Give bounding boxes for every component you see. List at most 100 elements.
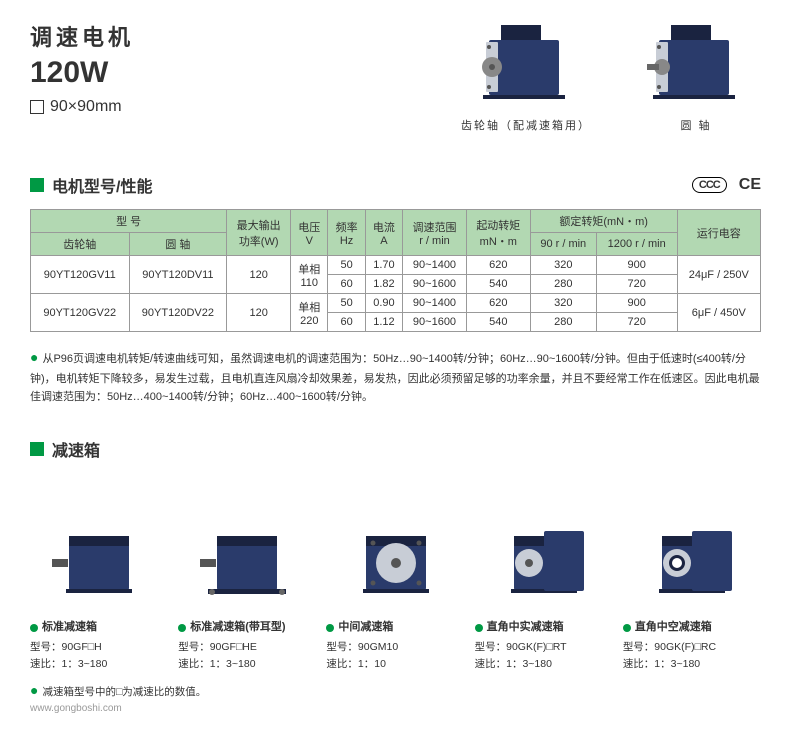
cell-start-torque: 540 [466, 313, 530, 332]
cell-rt1200: 720 [596, 313, 677, 332]
gearbox-icon [192, 511, 302, 611]
th-model: 型 号 [31, 210, 227, 233]
gearbox-item: 直角中实减速箱 型号：90GK(F)□RT 速比：1：3~180 [475, 511, 613, 672]
motor-caption-gear: 齿轮轴（配减速箱用） [461, 117, 591, 133]
gearbox-ratio: 速比：1：3~180 [30, 656, 168, 673]
gearbox-item: 标准减速箱 型号：90GF□H 速比：1：3~180 [30, 511, 168, 672]
th-gear-shaft: 齿轮轴 [31, 233, 130, 256]
gearbox-model: 型号：90GK(F)□RT [475, 639, 613, 656]
cell-range: 90~1600 [403, 313, 467, 332]
gearbox-name-row: 直角中空减速箱 [623, 619, 761, 637]
section-spec-title: 电机型号/性能 [52, 173, 692, 197]
cell-range: 90~1400 [403, 256, 467, 275]
dimension-row: 90×90mm [30, 98, 461, 116]
cell-rt90: 320 [530, 294, 596, 313]
gearbox-ratio: 速比：1：3~180 [475, 656, 613, 673]
cell-voltage: 单相 110 [291, 256, 328, 294]
gearbox-ratio: 速比：1：3~180 [178, 656, 316, 673]
page-title: 调速电机 [30, 20, 461, 52]
cell-rt90: 320 [530, 256, 596, 275]
cell-start-torque: 620 [466, 256, 530, 275]
gearbox-ratio: 速比：1：10 [326, 656, 464, 673]
cell-capacitor: 24μF / 250V [677, 256, 760, 294]
motor-image-gear: 齿轮轴（配减速箱用） [461, 20, 591, 133]
gearbox-name: 标准减速箱(带耳型) [190, 619, 285, 637]
gearbox-model: 型号：90GK(F)□RC [623, 639, 761, 656]
gearbox-icon [637, 511, 747, 611]
table-row: 90YT120GV1190YT120DV11120单相 110501.7090~… [31, 256, 761, 275]
th-freq: 频率 Hz [328, 210, 365, 256]
motor-image-round: 圆 轴 [631, 20, 761, 133]
dot-bullet-icon [475, 624, 483, 632]
gearbox-name-row: 直角中实减速箱 [475, 619, 613, 637]
motor-image-row: 齿轮轴（配减速箱用） 圆 轴 [461, 20, 761, 133]
cell-round-shaft: 90YT120DV11 [129, 256, 227, 294]
cell-gear-shaft: 90YT120GV11 [31, 256, 130, 294]
gearbox-item: 标准减速箱(带耳型) 型号：90GF□HE 速比：1：3~180 [178, 511, 316, 672]
footer-note-text: 减速箱型号中的□为减速比的数值。 [42, 686, 206, 698]
section-bullet-icon [30, 442, 44, 456]
ccc-icon: CCC [692, 177, 727, 193]
note-text: 从P96页调速电机转矩/转速曲线可知，虽然调速电机的调速范围为：50Hz…90~… [30, 353, 760, 403]
cell-freq: 60 [328, 313, 365, 332]
spec-table-body: 90YT120GV1190YT120DV11120单相 110501.7090~… [31, 256, 761, 332]
th-current: 电流 A [365, 210, 402, 256]
cell-freq: 50 [328, 294, 365, 313]
spec-note: ●从P96页调速电机转矩/转速曲线可知，虽然调速电机的调速范围为：50Hz…90… [30, 346, 761, 407]
gearbox-icon [341, 511, 451, 611]
dot-bullet-icon [178, 624, 186, 632]
th-capacitor: 运行电容 [677, 210, 760, 256]
table-row: 90YT120GV2290YT120DV22120单相 220500.9090~… [31, 294, 761, 313]
gearbox-name-row: 标准减速箱(带耳型) [178, 619, 316, 637]
gearbox-name: 直角中实减速箱 [487, 619, 564, 637]
cell-rt1200: 720 [596, 275, 677, 294]
cell-rt1200: 900 [596, 294, 677, 313]
cell-rt1200: 900 [596, 256, 677, 275]
cell-freq: 50 [328, 256, 365, 275]
cell-freq: 60 [328, 275, 365, 294]
square-icon [30, 100, 44, 114]
watermark-url: www.gongboshi.com [30, 703, 761, 714]
cell-start-torque: 540 [466, 275, 530, 294]
gearbox-model: 型号：90GF□H [30, 639, 168, 656]
section-gearbox-header: 减速箱 [30, 437, 761, 461]
cell-capacitor: 6μF / 450V [677, 294, 760, 332]
th-speed-range: 调速范围 r / min [403, 210, 467, 256]
cell-round-shaft: 90YT120DV22 [129, 294, 227, 332]
th-voltage: 电压 V [291, 210, 328, 256]
cell-current: 1.82 [365, 275, 402, 294]
motor-caption-round: 圆 轴 [631, 117, 761, 133]
spec-table: 型 号 最大输出 功率(W) 电压 V 频率 Hz 电流 A 调速范围 r / … [30, 209, 761, 332]
section-spec-header: 电机型号/性能 CCC CE [30, 173, 761, 197]
motor-round-icon [641, 20, 751, 110]
cell-current: 1.12 [365, 313, 402, 332]
title-block: 调速电机 120W 90×90mm [30, 20, 461, 116]
th-rt90: 90 r / min [530, 233, 596, 256]
gearbox-model: 型号：90GF□HE [178, 639, 316, 656]
dot-bullet-icon [326, 624, 334, 632]
gearbox-icon [489, 511, 599, 611]
th-max-output: 最大输出 功率(W) [227, 210, 291, 256]
gearbox-name: 直角中空减速箱 [635, 619, 712, 637]
gearbox-item: 中间减速箱 型号：90GM10 速比：1：10 [326, 511, 464, 672]
cell-current: 1.70 [365, 256, 402, 275]
gearbox-item: 直角中空减速箱 型号：90GK(F)□RC 速比：1：3~180 [623, 511, 761, 672]
dot-bullet-icon [30, 624, 38, 632]
motor-gear-icon [471, 20, 581, 110]
wattage: 120W [30, 56, 461, 90]
th-rated-torque: 额定转矩(mN・m) [530, 210, 677, 233]
cell-start-torque: 620 [466, 294, 530, 313]
th-rt1200: 1200 r / min [596, 233, 677, 256]
note-bullet-icon: ● [30, 682, 38, 698]
gearbox-name: 标准减速箱 [42, 619, 97, 637]
dot-bullet-icon [623, 624, 631, 632]
cell-gear-shaft: 90YT120GV22 [31, 294, 130, 332]
gearbox-ratio: 速比：1：3~180 [623, 656, 761, 673]
cell-max-output: 120 [227, 294, 291, 332]
cell-max-output: 120 [227, 256, 291, 294]
section-bullet-icon [30, 178, 44, 192]
gearbox-name-row: 标准减速箱 [30, 619, 168, 637]
cert-row: CCC CE [692, 176, 761, 194]
gearbox-footer-note: ● 减速箱型号中的□为减速比的数值。 [30, 682, 761, 699]
section-gearbox-title: 减速箱 [52, 437, 761, 461]
